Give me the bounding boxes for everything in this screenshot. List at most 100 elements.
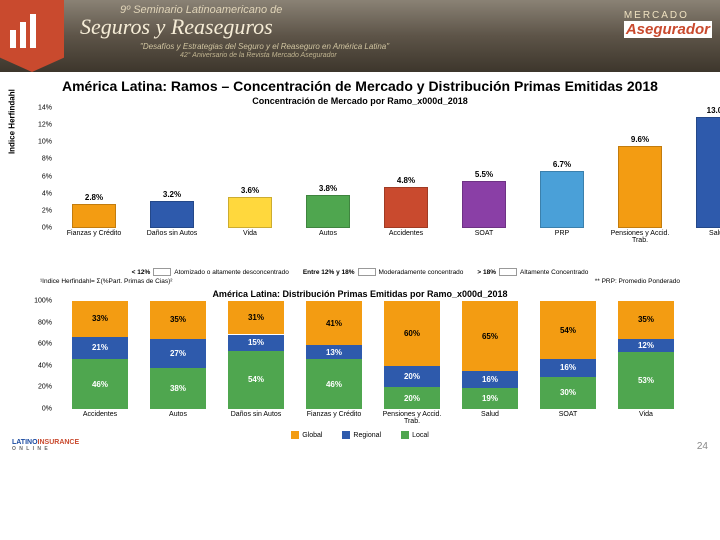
chart2-column: 46%21%33% (72, 301, 128, 409)
chart1-bar-label: 13.0% (707, 106, 720, 115)
chart1-ytick: 8% (34, 156, 52, 163)
chart2-column: 54%15%31% (228, 301, 284, 409)
chart2-segment: 20% (384, 366, 440, 388)
logo-word2: INSURANCE (38, 439, 80, 446)
chart2-column: 20%20%60% (384, 301, 440, 409)
chart2-column: 46%13%41% (306, 301, 362, 409)
chart1-bar (306, 195, 350, 228)
chart2-ytick: 0% (28, 406, 52, 413)
chart2-category: Fianzas y Crédito (298, 411, 370, 418)
legend-item: > 18%Altamente Concentrado (477, 268, 588, 276)
chart1-bar-label: 3.6% (241, 186, 259, 195)
chart1-bar (384, 187, 428, 228)
chart2-category: Autos (142, 411, 214, 418)
chart2-column: 30%16%54% (540, 301, 596, 409)
chart2-segment: 27% (150, 339, 206, 368)
chart2-segment: 46% (72, 359, 128, 409)
logo-sub: O N L I N E (12, 446, 79, 452)
chart1-category: Accidentes (369, 230, 443, 237)
chart1-plot: 2.8%3.2%3.6%3.8%4.8%5.5%6.7%9.6%13.0% (54, 108, 694, 228)
ribbon-bars-icon (10, 14, 36, 48)
chart2-plot: 46%21%33%38%27%35%54%15%31%46%13%41%20%2… (54, 301, 694, 409)
legend-item: Global (291, 431, 322, 439)
seminar-tagline2: 42° Aniversario de la Revista Mercado As… (180, 52, 337, 59)
brand-line2: Asegurador (624, 21, 712, 38)
chart1-bar-label: 9.6% (631, 135, 649, 144)
footer-logo: LATINOINSURANCE O N L I N E (12, 439, 79, 452)
chart1-category: Vida (213, 230, 287, 237)
page-number: 24 (697, 441, 708, 452)
chart2-segment: 16% (462, 371, 518, 388)
chart2-segment: 33% (72, 301, 128, 337)
ribbon-badge (0, 0, 64, 72)
chart1-ylabel: Indice Herfindahl (8, 89, 17, 154)
chart2-segment: 53% (618, 352, 674, 409)
legend-item: Entre 12% y 18%Moderadamente concentrado (303, 268, 464, 276)
chart2-segment: 41% (306, 301, 362, 345)
chart2-segment: 16% (540, 359, 596, 376)
chart2-segment: 46% (306, 359, 362, 409)
chart2-segment: 13% (306, 345, 362, 359)
chart2-subtitle: América Latina: Distribución Primas Emit… (0, 289, 720, 299)
chart1-ytick: 14% (34, 105, 52, 112)
chart2-segment: 38% (150, 368, 206, 409)
herfindahl-chart: Indice Herfindahl 2.8%3.2%3.6%3.8%4.8%5.… (20, 108, 700, 256)
chart1-bar-label: 2.8% (85, 193, 103, 202)
chart1-bar-label: 6.7% (553, 160, 571, 169)
chart1-category: Autos (291, 230, 365, 237)
chart2-ytick: 40% (28, 362, 52, 369)
chart2-category: Salud (454, 411, 526, 418)
legend-item: Regional (342, 431, 381, 439)
chart1-ytick: 4% (34, 190, 52, 197)
slide-header: 9º Seminario Latinoamericano de Seguros … (0, 0, 720, 72)
chart1-ytick: 10% (34, 139, 52, 146)
chart2-segment: 35% (150, 301, 206, 339)
chart2-segment: 21% (72, 337, 128, 360)
chart1-ytick: 2% (34, 207, 52, 214)
chart2-segment: 19% (462, 388, 518, 409)
chart1-bar (462, 181, 506, 228)
seminar-line2: Seguros y Reaseguros (80, 14, 273, 40)
chart2-ytick: 20% (28, 384, 52, 391)
chart2-segment: 31% (228, 301, 284, 334)
chart1-legend: < 12%Atomizado o altamente desconcentrad… (0, 268, 720, 276)
chart2-category: Vida (610, 411, 682, 418)
chart2-category: SOAT (532, 411, 604, 418)
chart2-segment: 65% (462, 301, 518, 371)
chart2-column: 53%12%35% (618, 301, 674, 409)
chart1-footnotes: ¹Indice Herfindahl= Σ(%Part. Primas de C… (40, 278, 680, 285)
chart1-subtitle: Concentración de Mercado por Ramo_x000d_… (0, 96, 720, 106)
chart1-bar-label: 3.2% (163, 190, 181, 199)
chart1-bar (618, 146, 662, 228)
legend-item: Local (401, 431, 429, 439)
chart2-segment: 20% (384, 387, 440, 409)
brand-line1: MERCADO (624, 10, 712, 21)
chart2-category: Accidentes (64, 411, 136, 418)
chart1-category: PRP (525, 230, 599, 237)
chart1-bar (72, 204, 116, 228)
page-title: América Latina: Ramos – Concentración de… (10, 78, 710, 94)
chart2-segment: 54% (228, 351, 284, 409)
chart2-category: Pensiones y Accid. Trab. (376, 411, 448, 425)
distribution-chart: 46%21%33%38%27%35%54%15%31%46%13%41%20%2… (20, 301, 700, 429)
chart2-column: 19%16%65% (462, 301, 518, 409)
footnote-left: ¹Indice Herfindahl= Σ(%Part. Primas de C… (40, 278, 172, 285)
chart1-category: Fianzas y Crédito (57, 230, 131, 237)
chart2-segment: 15% (228, 335, 284, 351)
chart1-bar-label: 3.8% (319, 184, 337, 193)
chart2-segment: 54% (540, 301, 596, 359)
legend-item: < 12%Atomizado o altamente desconcentrad… (132, 268, 289, 276)
chart1-category: SOAT (447, 230, 521, 237)
chart1-bar (696, 117, 720, 228)
chart2-segment: 30% (540, 377, 596, 409)
chart1-category: Daños sin Autos (135, 230, 209, 237)
seminar-tagline1: "Desafíos y Estrategias del Seguro y el … (140, 42, 389, 51)
chart2-ytick: 80% (28, 319, 52, 326)
chart2-column: 38%27%35% (150, 301, 206, 409)
chart2-segment: 35% (618, 301, 674, 339)
chart1-bar-label: 4.8% (397, 176, 415, 185)
logo-word1: LATINO (12, 439, 38, 446)
chart1-bar-label: 5.5% (475, 170, 493, 179)
chart2-ytick: 100% (28, 298, 52, 305)
slide-footer: LATINOINSURANCE O N L I N E 24 (12, 439, 708, 452)
